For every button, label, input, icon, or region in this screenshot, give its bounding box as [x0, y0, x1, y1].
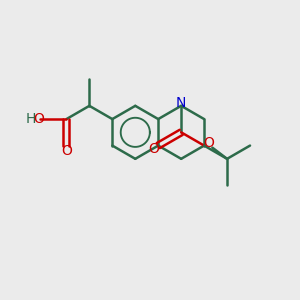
Text: O: O: [203, 136, 214, 150]
Text: H: H: [25, 112, 36, 126]
Text: O: O: [61, 144, 72, 158]
Text: O: O: [148, 142, 159, 156]
Text: O: O: [33, 112, 44, 126]
Text: N: N: [176, 97, 186, 110]
